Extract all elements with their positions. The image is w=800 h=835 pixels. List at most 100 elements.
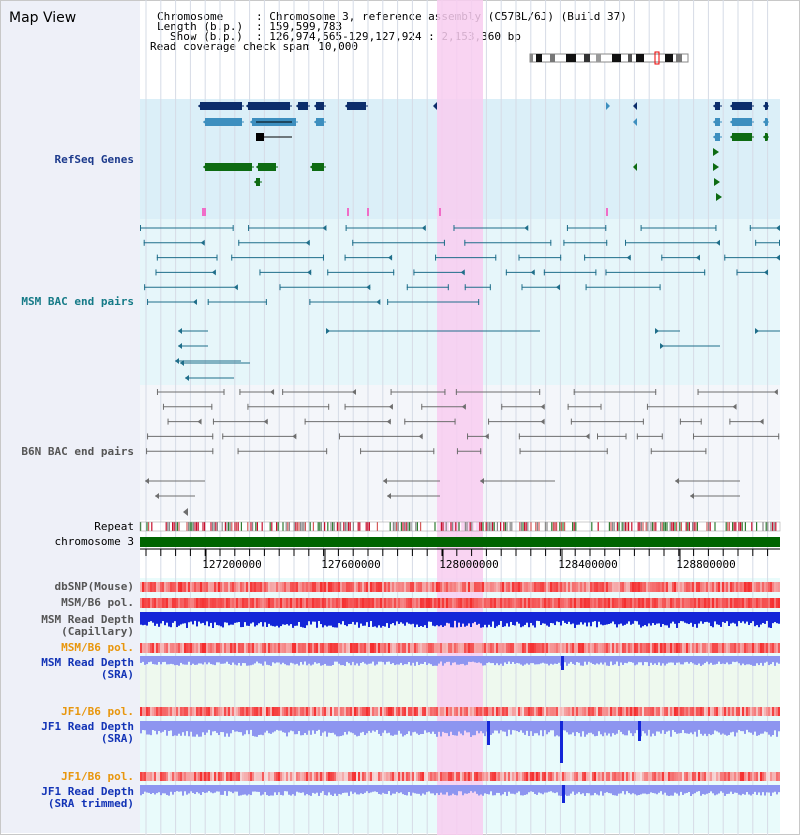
heat-cell (708, 707, 710, 716)
track-label-jf1-b6-pol-1[interactable]: JF1/B6 pol. (61, 705, 134, 718)
depth-bar (626, 721, 628, 736)
depth-bar (526, 656, 528, 664)
track-label-chromosome[interactable]: chromosome 3 (54, 535, 134, 548)
repeat-mark (204, 522, 206, 531)
repeat-mark (352, 522, 354, 531)
heat-cell (316, 598, 318, 608)
depth-bar (182, 721, 184, 733)
depth-bar (420, 656, 422, 664)
repeat-mark (240, 522, 242, 531)
track-label-jf1-b6-pol-2[interactable]: JF1/B6 pol. (61, 770, 134, 783)
heat-cell (200, 598, 202, 608)
depth-bar (276, 656, 278, 663)
heat-cell (484, 772, 486, 781)
depth-bar (506, 721, 508, 737)
heat-cell (224, 643, 226, 653)
heat-cell (350, 772, 352, 781)
depth-bar (224, 721, 226, 737)
heat-cell (252, 643, 254, 653)
heat-cell (726, 707, 728, 716)
track-label-msm-b6-pol-2[interactable]: MSM/B6 pol. (61, 641, 134, 654)
heat-cell (318, 772, 320, 781)
heat-cell (162, 643, 164, 653)
heat-cell (144, 643, 146, 653)
depth-bar (220, 656, 222, 664)
depth-bar (524, 612, 526, 625)
heat-cell (358, 643, 360, 653)
depth-bar (378, 656, 380, 662)
depth-bar (270, 721, 272, 734)
heat-cell (600, 598, 602, 608)
repeat-mark (743, 522, 745, 531)
depth-bar (636, 785, 638, 796)
depth-bar (688, 721, 690, 734)
depth-bar (358, 612, 360, 628)
heat-cell (154, 598, 156, 608)
heat-cell (512, 772, 514, 781)
track-label-msm-depth-sra[interactable]: MSM Read Depth (41, 656, 134, 669)
depth-bar (236, 612, 238, 623)
heat-cell (464, 598, 466, 608)
heat-cell (620, 582, 622, 592)
heat-cell (548, 772, 550, 781)
heat-cell (498, 772, 500, 781)
track-label-repeat[interactable]: Repeat (94, 520, 134, 533)
track-label-refseq[interactable]: RefSeq Genes (54, 153, 134, 166)
depth-bar (384, 721, 386, 731)
depth-bar (752, 785, 754, 794)
depth-bar (300, 612, 302, 627)
heat-cell (732, 772, 734, 781)
heat-cell (744, 643, 746, 653)
depth-bar (738, 785, 740, 795)
depth-bar (434, 721, 436, 735)
track-label-dbsnp[interactable]: dbSNP(Mouse) (54, 580, 134, 593)
repeat-mark (519, 522, 521, 531)
repeat-mark (631, 522, 633, 531)
depth-bar (658, 656, 660, 663)
depth-bar (534, 785, 536, 794)
heat-cell (606, 643, 608, 653)
heat-cell (428, 643, 430, 653)
heat-cell (288, 582, 290, 592)
track-label-msm-bac[interactable]: MSM BAC end pairs (21, 295, 134, 308)
track-label-jf1-depth-trim[interactable]: JF1 Read Depth (41, 785, 134, 798)
heat-cell (656, 772, 658, 781)
heat-cell (368, 643, 370, 653)
heat-cell (560, 707, 562, 716)
heat-cell (344, 772, 346, 781)
track-label-jf1-depth-sra[interactable]: JF1 Read Depth (41, 720, 134, 733)
heat-cell (442, 598, 444, 608)
bac-end-marker (418, 433, 423, 440)
repeat-mark (399, 522, 401, 531)
heat-cell (616, 707, 618, 716)
depth-bar (532, 721, 534, 736)
heat-cell (404, 643, 406, 653)
repeat-mark (340, 522, 342, 531)
heat-cell (312, 643, 314, 653)
repeat-mark (252, 522, 254, 531)
depth-bar (742, 721, 744, 732)
depth-bar (336, 785, 338, 796)
heat-cell (388, 643, 390, 653)
heat-cell (524, 598, 526, 608)
depth-bar (452, 785, 454, 794)
depth-bar (710, 721, 712, 736)
heat-cell (548, 582, 550, 592)
depth-bar (772, 612, 774, 624)
depth-bar (310, 656, 312, 666)
depth-bar (716, 721, 718, 732)
depth-bar (400, 612, 402, 623)
info-show-key: Show (b.p.) (170, 30, 243, 43)
depth-bar (544, 612, 546, 624)
depth-bar (708, 785, 710, 793)
repeat-mark (215, 522, 217, 531)
depth-bar (498, 612, 500, 625)
heat-cell (144, 598, 146, 608)
depth-bar (146, 721, 148, 735)
track-label-msm-depth-cap[interactable]: MSM Read Depth (41, 613, 134, 626)
track-label-b6n-bac[interactable]: B6N BAC end pairs (21, 445, 134, 458)
depth-bar (586, 612, 588, 627)
depth-bar (366, 612, 368, 623)
track-label-msm-b6-pol-1[interactable]: MSM/B6 pol. (61, 596, 134, 609)
